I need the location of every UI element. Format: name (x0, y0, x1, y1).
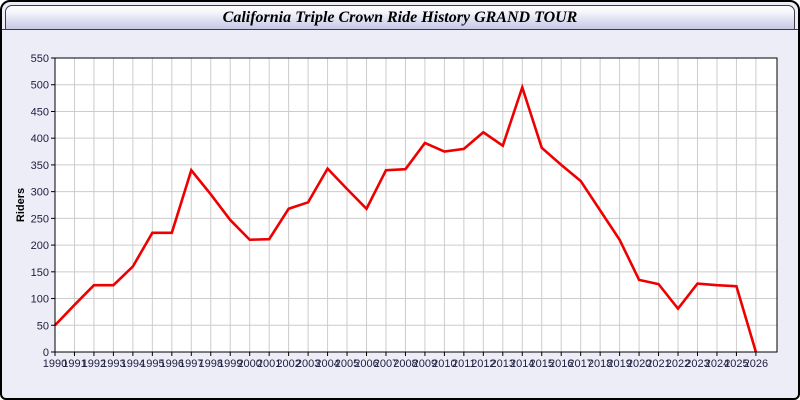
x-tick-label: 2006 (354, 358, 378, 370)
x-tick-label: 2001 (257, 358, 281, 370)
x-tick-label: 1990 (43, 358, 67, 370)
x-tick-label: 2013 (491, 358, 515, 370)
x-tick-label: 1992 (82, 358, 106, 370)
y-axis-title: Riders (15, 188, 27, 222)
chart-title-banner: California Triple Crown Ride History GRA… (5, 5, 795, 29)
x-tick-label: 2011 (452, 358, 476, 370)
y-tick-label: 150 (31, 267, 49, 279)
x-tick-label: 2017 (568, 358, 592, 370)
x-tick-label: 2007 (374, 358, 398, 370)
x-tick-label: 1995 (140, 358, 164, 370)
x-tick-label: 2000 (237, 358, 261, 370)
x-tick-label: 2008 (393, 358, 417, 370)
x-tick-label: 1991 (62, 358, 86, 370)
y-tick-label: 500 (31, 80, 49, 92)
x-tick-label: 2021 (646, 358, 670, 370)
x-tick-label: 2023 (685, 358, 709, 370)
y-tick-label: 250 (31, 213, 49, 225)
x-tick-label: 2026 (744, 358, 768, 370)
riders-line-chart: 0501001502002503003504004505005501990199… (15, 53, 778, 370)
x-tick-label: 2025 (724, 358, 748, 370)
x-tick-label: 1999 (218, 358, 242, 370)
x-tick-label: 2004 (315, 358, 339, 370)
x-tick-label: 1996 (160, 358, 184, 370)
y-tick-label: 50 (37, 320, 49, 332)
x-tick-label: 1998 (199, 358, 223, 370)
y-tick-label: 300 (31, 187, 49, 199)
y-tick-label: 350 (31, 160, 49, 172)
x-tick-label: 2020 (627, 358, 651, 370)
y-tick-label: 200 (31, 240, 49, 252)
x-tick-label: 2019 (607, 358, 631, 370)
y-tick-label: 0 (43, 347, 49, 359)
riders-series-line (54, 83, 758, 353)
x-tick-label: 2010 (432, 358, 456, 370)
x-tick-label: 2002 (276, 358, 300, 370)
chart-area: 0 50 100 150 200 250 300 350 400 450 500 550 1990 199… (2, 30, 798, 398)
y-tick-label: 550 (31, 53, 49, 65)
x-tick-label: 1993 (101, 358, 125, 370)
plot-border (54, 57, 778, 353)
x-tick-label: 2009 (413, 358, 437, 370)
plot-background (55, 58, 777, 352)
chart-title: California Triple Crown Ride History GRA… (222, 9, 578, 26)
x-tick-label: 2024 (705, 358, 729, 370)
x-tick-label: 2015 (529, 358, 553, 370)
x-tick-label: 2022 (666, 358, 690, 370)
x-tick-label: 2003 (296, 358, 320, 370)
x-tick-label: 2012 (471, 358, 495, 370)
y-tick-label: 400 (31, 133, 49, 145)
x-tick-label: 1997 (179, 358, 203, 370)
titlebar: California Triple Crown Ride History GRA… (2, 2, 798, 30)
x-tick-label: 2005 (335, 358, 359, 370)
x-tick-label: 2018 (588, 358, 612, 370)
x-tick-label: 1994 (121, 358, 145, 370)
y-tick-label: 450 (31, 106, 49, 118)
x-tick-label: 2014 (510, 358, 534, 370)
y-tick-label: 100 (31, 294, 49, 306)
x-tick-label: 2016 (549, 358, 573, 370)
